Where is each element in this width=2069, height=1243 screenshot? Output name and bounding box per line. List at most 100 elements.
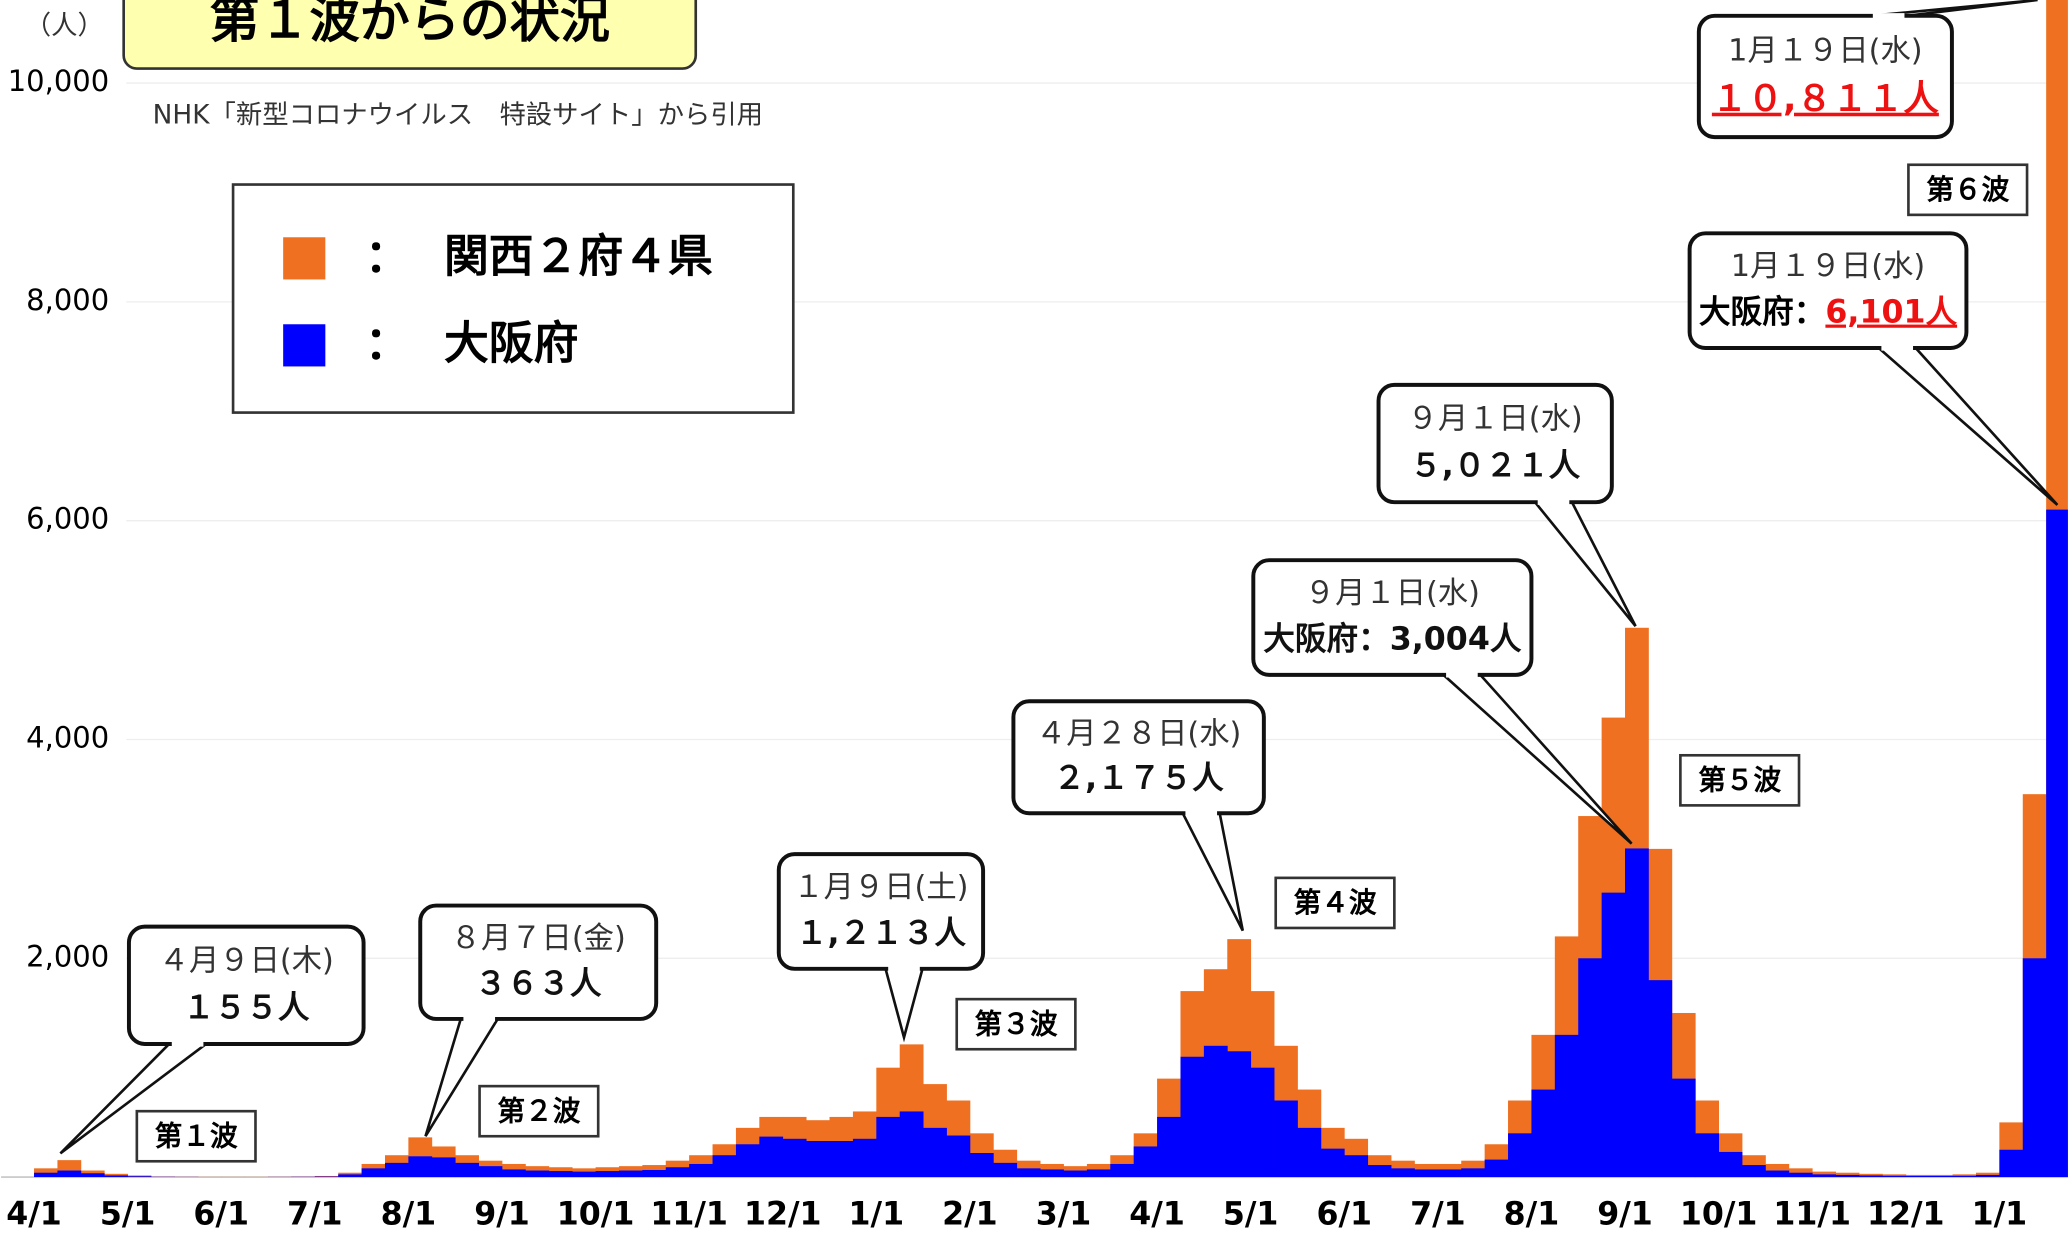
callout-number: ２,１７５人: [1054, 761, 1225, 797]
bar: [80, 1173, 105, 1178]
x-tick-label: 5/1: [100, 1196, 156, 1232]
callout-number: １,２１３人: [796, 915, 967, 951]
bar: [1180, 1056, 1205, 1178]
wave-label: 第６波: [1926, 173, 2009, 206]
title-box: [122, 0, 698, 70]
bar: [1975, 1172, 2000, 1178]
callout-box: [776, 852, 986, 971]
callout-pointer: [883, 967, 925, 1043]
y-tick-label: 8,000: [26, 283, 109, 317]
bar: [1625, 848, 1649, 1178]
callout-value: 大阪府：6,101人: [1699, 294, 1958, 331]
y-tick-label: 6,000: [26, 502, 109, 536]
wave-label: 第２波: [497, 1095, 580, 1128]
wave-box: [1679, 753, 1801, 807]
wave-label: 第４波: [1294, 886, 1377, 919]
x-tick-label: 7/1: [287, 1196, 343, 1232]
bar: [1835, 1172, 1860, 1178]
bar: [595, 1171, 620, 1178]
callout-number: 大阪府：3,004人: [1263, 620, 1522, 657]
x-tick-label: 7/1: [1410, 1196, 1466, 1232]
bar: [876, 1116, 901, 1178]
bar: [1320, 1148, 1345, 1178]
bar: [548, 1171, 573, 1178]
callout-value: ２,１７５人: [1054, 761, 1225, 797]
bar: [782, 1138, 807, 1178]
callout-value: １０,８１１人: [1712, 79, 1939, 120]
wave-box: [478, 1084, 600, 1138]
callout-date: ９月１日(水): [1305, 576, 1480, 611]
x-tick-label: 1/1: [849, 1196, 905, 1232]
bar: [1040, 1169, 1064, 1178]
bar: [1250, 1067, 1275, 1178]
x-tick-label: 10/1: [557, 1196, 635, 1232]
bar: [57, 1170, 82, 1178]
bar: [384, 1162, 409, 1178]
bar: [1227, 1051, 1252, 1178]
bar: [2046, 509, 2068, 1178]
wave-box: [955, 997, 1077, 1051]
callout-value: 大阪府：3,004人: [1263, 620, 1522, 657]
x-tick-label: 5/1: [1223, 1196, 1279, 1232]
x-tick-label: 1/1: [1972, 1196, 2028, 1232]
bar: [829, 1140, 854, 1178]
bar: [478, 1166, 503, 1178]
bar: [408, 1156, 433, 1178]
bar: [1367, 1165, 1392, 1178]
bar: [1671, 1078, 1696, 1178]
unit-label: （人）: [25, 11, 104, 41]
callout-pointer: [1180, 811, 1245, 932]
bar: [1531, 1089, 1556, 1178]
callout-date: 1月１９日(水): [1731, 249, 1925, 284]
bar: [1835, 1174, 1860, 1178]
bar: [806, 1140, 830, 1178]
bar: [1952, 1174, 1977, 1178]
callout-box: [1251, 558, 1534, 677]
bar: [1812, 1174, 1836, 1178]
bar: [1765, 1170, 1790, 1178]
bar: [993, 1162, 1018, 1178]
bar: [1601, 892, 1626, 1178]
x-tick-label: 2/1: [942, 1196, 998, 1232]
callout-box: [418, 903, 659, 1021]
legend-colon: ：: [365, 230, 410, 283]
bar: [689, 1163, 713, 1178]
bar: [1578, 958, 1603, 1178]
callout-box: [1696, 13, 1954, 140]
x-tick-label: 8/1: [381, 1196, 437, 1232]
bar: [1718, 1151, 1743, 1178]
bar: [1414, 1169, 1439, 1178]
callout-box: [1376, 382, 1614, 505]
bar: [314, 1176, 339, 1178]
callout-pointer: [1875, 346, 2059, 506]
callout-date: 1月１９日(水): [1728, 34, 1922, 69]
bar: [34, 1172, 58, 1178]
bar: [104, 1175, 129, 1178]
bar: [665, 1167, 690, 1178]
legend-box: [231, 183, 795, 414]
bar: [1858, 1175, 1883, 1178]
legend-colon: ：: [365, 317, 410, 370]
callout-value: １５５人: [183, 990, 310, 1026]
x-tick-label: 6/1: [193, 1196, 249, 1232]
legend-swatch: [283, 237, 326, 280]
wave-box: [1274, 876, 1396, 930]
legend-swatch: [283, 324, 326, 367]
bar: [1905, 1175, 1930, 1178]
x-tick-label: 9/1: [1597, 1196, 1653, 1232]
wave-label: 第５波: [1698, 764, 1781, 797]
x-tick-label: 12/1: [744, 1196, 822, 1232]
bar: [1929, 1175, 1953, 1178]
bar: [314, 1175, 339, 1178]
y-tick-label: 4,000: [26, 720, 109, 754]
legend-label: 関西２府４県: [444, 230, 713, 283]
bar: [127, 1176, 152, 1178]
bar: [1274, 1100, 1298, 1178]
bar: [969, 1153, 994, 1178]
callout-date: ４月９日(木): [159, 943, 334, 978]
bar: [1437, 1169, 1462, 1178]
bar: [1952, 1175, 1977, 1178]
bar: [1016, 1168, 1041, 1178]
callout-number: １０,８１１人: [1712, 79, 1939, 120]
bar: [572, 1171, 596, 1178]
